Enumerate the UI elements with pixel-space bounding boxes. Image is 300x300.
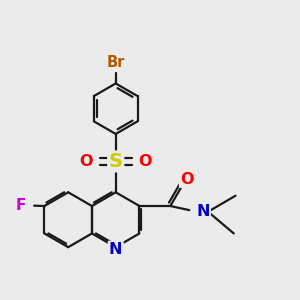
- Text: S: S: [109, 152, 123, 171]
- Text: F: F: [16, 198, 26, 213]
- Text: O: O: [139, 154, 152, 169]
- Text: O: O: [79, 154, 93, 169]
- Text: O: O: [180, 172, 194, 187]
- Text: N: N: [109, 242, 122, 257]
- Text: N: N: [196, 204, 210, 219]
- Text: Br: Br: [106, 56, 125, 70]
